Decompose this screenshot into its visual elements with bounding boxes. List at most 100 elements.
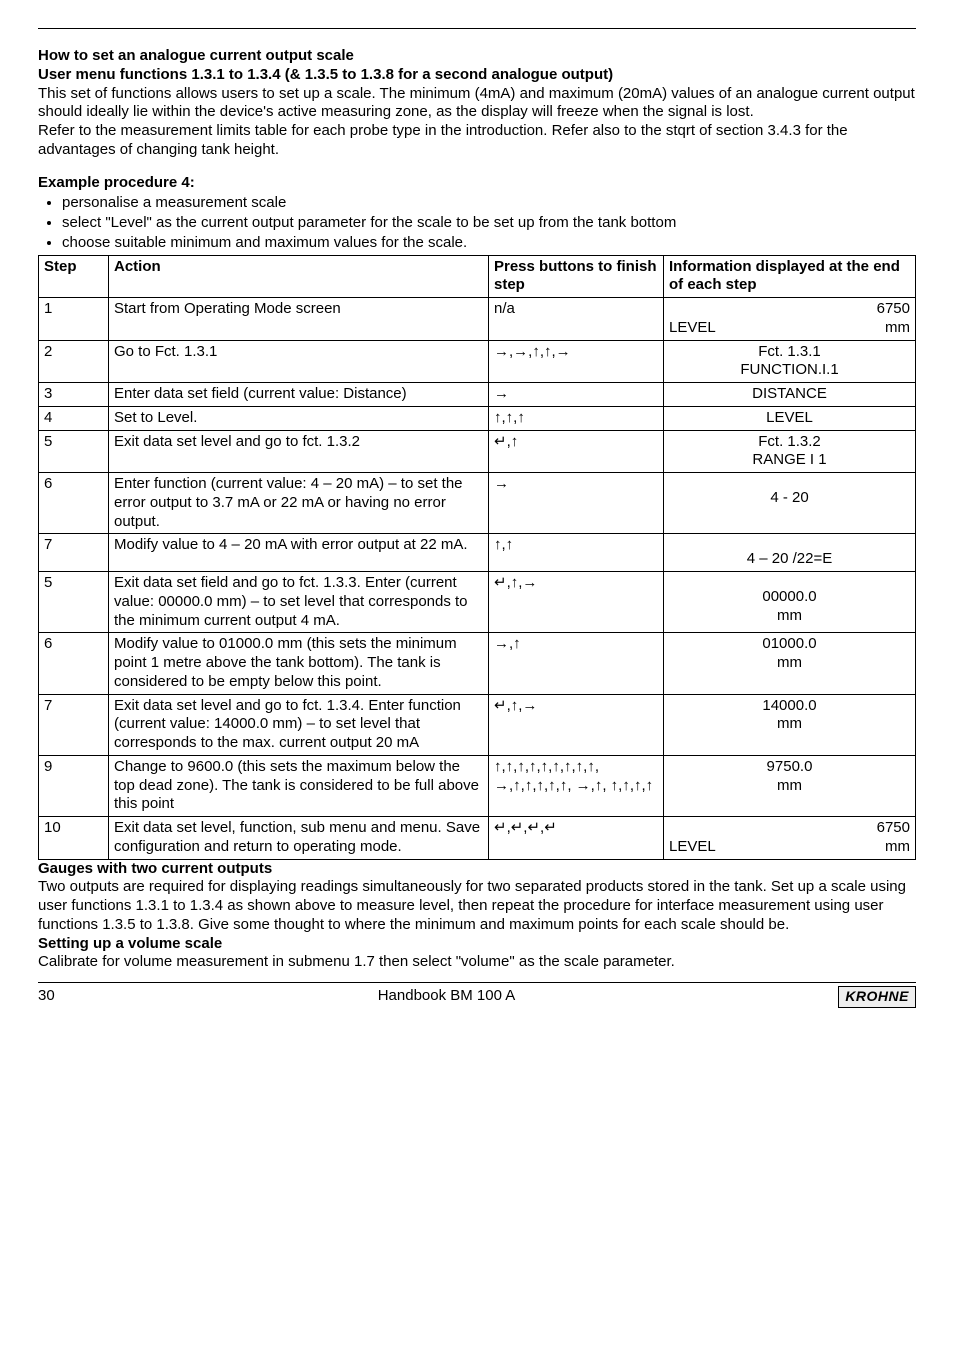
info-val: 14000.0	[762, 697, 816, 716]
info-val: 9750.0	[767, 758, 813, 777]
footer-page-number: 30	[38, 987, 55, 1006]
cell-action: Exit data set field and go to fct. 1.3.3…	[109, 572, 489, 633]
example-bullet-list: personalise a measurement scale select "…	[38, 194, 916, 252]
cell-info: 6750 LEVEL mm	[664, 817, 916, 860]
table-row: 4 Set to Level. ↑,↑,↑ LEVEL	[39, 406, 916, 430]
after-heading-2: Setting up a volume scale	[38, 935, 916, 954]
table-header-row: Step Action Press buttons to finish step…	[39, 255, 916, 298]
info-val: LEVEL	[669, 409, 910, 428]
cell-action: Enter function (current value: 4 – 20 mA…	[109, 473, 489, 534]
cell-step: 6	[39, 633, 109, 694]
th-press: Press buttons to finish step	[489, 255, 664, 298]
procedure-table: Step Action Press buttons to finish step…	[38, 255, 916, 860]
info-val: mm	[777, 607, 802, 626]
cell-info: 14000.0mm	[664, 694, 916, 755]
after-para-1: Two outputs are required for displaying …	[38, 878, 916, 934]
info-val: 6750	[877, 300, 910, 319]
cell-step: 9	[39, 755, 109, 816]
cell-press: ↵,↑,→	[489, 572, 664, 633]
bullet-item: select "Level" as the current output par…	[62, 214, 916, 233]
info-val: mm	[777, 777, 802, 796]
after-heading-1: Gauges with two current outputs	[38, 860, 916, 879]
cell-info: 01000.0mm	[664, 633, 916, 694]
table-row: 3 Enter data set field (current value: D…	[39, 383, 916, 407]
cell-info: 4 – 20 /22=E	[664, 534, 916, 572]
page-footer: 30 Handbook BM 100 A KROHNE	[38, 982, 916, 1008]
cell-step: 4	[39, 406, 109, 430]
table-row: 5 Exit data set level and go to fct. 1.3…	[39, 430, 916, 473]
cell-press: ↵,↑,→	[489, 694, 664, 755]
intro-heading-1: How to set an analogue current output sc…	[38, 47, 916, 66]
cell-step: 3	[39, 383, 109, 407]
table-row: 2 Go to Fct. 1.3.1 →,→,↑,↑,→ Fct. 1.3.1F…	[39, 340, 916, 383]
table-row: 7 Modify value to 4 – 20 mA with error o…	[39, 534, 916, 572]
cell-action: Go to Fct. 1.3.1	[109, 340, 489, 383]
cell-action: Start from Operating Mode screen	[109, 298, 489, 341]
th-step: Step	[39, 255, 109, 298]
info-val: mm	[885, 838, 910, 857]
cell-info: Fct. 1.3.2RANGE I 1	[664, 430, 916, 473]
info-val: 01000.0	[762, 635, 816, 654]
intro-para-2: Refer to the measurement limits table fo…	[38, 122, 916, 160]
cell-step: 6	[39, 473, 109, 534]
table-row: 6 Modify value to 01000.0 mm (this sets …	[39, 633, 916, 694]
info-val: Fct. 1.3.2	[758, 433, 821, 452]
cell-action: Set to Level.	[109, 406, 489, 430]
info-val: 4 - 20	[669, 475, 910, 508]
info-val: mm	[777, 715, 802, 734]
cell-press: ↵,↑	[489, 430, 664, 473]
cell-press: ↑,↑,↑	[489, 406, 664, 430]
cell-step: 2	[39, 340, 109, 383]
cell-step: 1	[39, 298, 109, 341]
table-row: 10 Exit data set level, function, sub me…	[39, 817, 916, 860]
info-val: LEVEL	[669, 319, 716, 338]
bullet-item: choose suitable minimum and maximum valu…	[62, 234, 916, 253]
cell-action: Enter data set field (current value: Dis…	[109, 383, 489, 407]
info-val: mm	[885, 319, 910, 338]
cell-action: Modify value to 01000.0 mm (this sets th…	[109, 633, 489, 694]
cell-action: Exit data set level and go to fct. 1.3.4…	[109, 694, 489, 755]
info-val: mm	[777, 654, 802, 673]
table-row: 7 Exit data set level and go to fct. 1.3…	[39, 694, 916, 755]
intro-para-1: This set of functions allows users to se…	[38, 85, 916, 123]
example-title: Example procedure 4:	[38, 174, 916, 193]
info-val: FUNCTION.I.1	[740, 361, 838, 380]
footer-title: Handbook BM 100 A	[378, 987, 516, 1006]
cell-info: 00000.0mm	[664, 572, 916, 633]
cell-action: Change to 9600.0 (this sets the maximum …	[109, 755, 489, 816]
table-row: 5 Exit data set field and go to fct. 1.3…	[39, 572, 916, 633]
cell-info: LEVEL	[664, 406, 916, 430]
cell-info: DISTANCE	[664, 383, 916, 407]
cell-step: 5	[39, 572, 109, 633]
cell-press: →	[489, 383, 664, 407]
cell-info: 6750 LEVEL mm	[664, 298, 916, 341]
cell-info: Fct. 1.3.1FUNCTION.I.1	[664, 340, 916, 383]
table-row: 6 Enter function (current value: 4 – 20 …	[39, 473, 916, 534]
th-action: Action	[109, 255, 489, 298]
info-val: Fct. 1.3.1	[758, 343, 821, 362]
cell-action: Exit data set level and go to fct. 1.3.2	[109, 430, 489, 473]
info-val: 4 – 20 /22=E	[669, 536, 910, 569]
cell-press: ↑,↑	[489, 534, 664, 572]
cell-step: 10	[39, 817, 109, 860]
bullet-item: personalise a measurement scale	[62, 194, 916, 213]
cell-press: ↑,↑,↑,↑,↑,↑,↑,↑,↑, →,↑,↑,↑,↑,↑, →,↑, ↑,↑…	[489, 755, 664, 816]
table-row: 9 Change to 9600.0 (this sets the maximu…	[39, 755, 916, 816]
cell-info: 9750.0mm	[664, 755, 916, 816]
cell-step: 5	[39, 430, 109, 473]
krohne-logo: KROHNE	[838, 986, 916, 1008]
cell-press: →	[489, 473, 664, 534]
info-val: RANGE I 1	[752, 451, 826, 470]
cell-step: 7	[39, 694, 109, 755]
cell-action: Exit data set level, function, sub menu …	[109, 817, 489, 860]
info-val: 6750	[877, 819, 910, 838]
info-val: DISTANCE	[669, 385, 910, 404]
after-para-2: Calibrate for volume measurement in subm…	[38, 953, 916, 972]
cell-press: n/a	[489, 298, 664, 341]
intro-heading-2: User menu functions 1.3.1 to 1.3.4 (& 1.…	[38, 66, 916, 85]
info-val: LEVEL	[669, 838, 716, 857]
cell-press: →,→,↑,↑,→	[489, 340, 664, 383]
table-row: 1 Start from Operating Mode screen n/a 6…	[39, 298, 916, 341]
cell-info: 4 - 20	[664, 473, 916, 534]
cell-action: Modify value to 4 – 20 mA with error out…	[109, 534, 489, 572]
